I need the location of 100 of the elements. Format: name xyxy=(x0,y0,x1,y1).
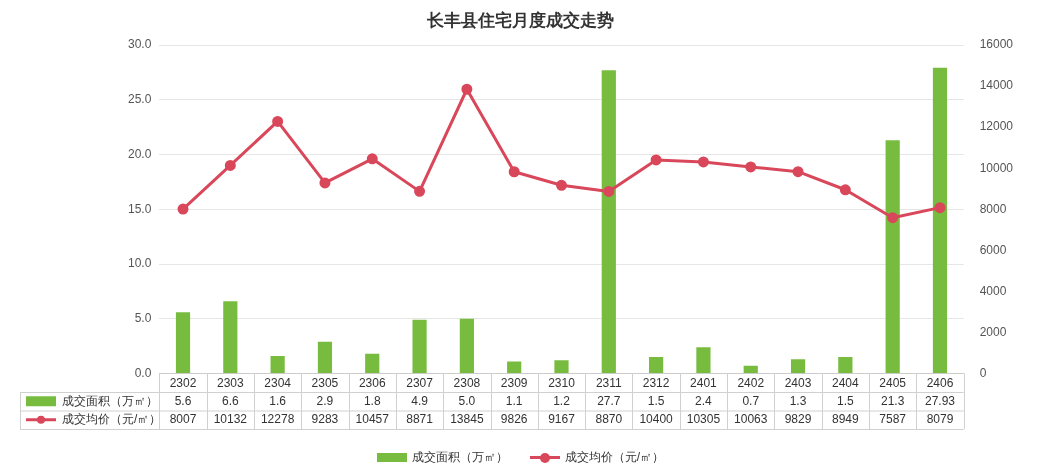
data-label: 7587 xyxy=(879,412,907,427)
data-label: 10132 xyxy=(213,412,248,427)
x-tick-label: 2303 xyxy=(216,376,244,391)
y2-tick-label: 6000 xyxy=(979,242,1007,257)
text: 成交面积（万㎡） xyxy=(411,450,508,464)
data-label: 27.7 xyxy=(597,393,621,408)
bar xyxy=(932,67,948,373)
x-tick-label: 2312 xyxy=(642,376,670,391)
x-tick-label: 2306 xyxy=(358,376,386,391)
x-tick-label: 2403 xyxy=(784,376,812,391)
data-label: 1.3 xyxy=(789,393,807,408)
point xyxy=(555,179,567,191)
y2-tick-label: 0 xyxy=(979,365,987,380)
data-label: 1.8 xyxy=(363,393,381,408)
data-label: 9829 xyxy=(784,412,812,427)
x-tick-label: 2308 xyxy=(453,376,481,391)
y-tick-label: 20.0 xyxy=(128,146,152,161)
y-tick-label: 10.0 xyxy=(128,256,152,271)
x-tick-label: 2311 xyxy=(595,376,623,391)
y-tick-label: 0.0 xyxy=(134,365,152,380)
bar xyxy=(743,365,758,373)
bar xyxy=(554,360,569,373)
text: 成交均价（元/㎡） xyxy=(564,450,665,464)
data-label: 5.0 xyxy=(458,393,476,408)
x-tick-label: 2404 xyxy=(832,376,860,391)
data-label: 1.2 xyxy=(553,393,571,408)
data-label: 8871 xyxy=(406,412,434,427)
data-label: 2.4 xyxy=(695,393,713,408)
x-tick-label: 2406 xyxy=(926,376,954,391)
data-label: 27.93 xyxy=(924,393,956,408)
data-label: 2.9 xyxy=(316,393,334,408)
data-label: 1.5 xyxy=(647,393,665,408)
data-label: 10063 xyxy=(734,412,768,427)
data-label: 10457 xyxy=(355,412,390,427)
data-label: 8079 xyxy=(926,412,954,427)
y2-tick-label: 4000 xyxy=(979,283,1007,298)
x-tick-label: 2305 xyxy=(311,376,339,391)
data-label: 1.5 xyxy=(837,393,855,408)
y2-tick-label: 12000 xyxy=(979,119,1014,134)
data-label: 0.7 xyxy=(742,393,760,408)
point xyxy=(887,212,899,224)
point xyxy=(366,153,378,165)
x-tick-label: 2307 xyxy=(406,376,434,391)
point xyxy=(272,115,284,127)
point xyxy=(745,161,757,173)
data-label: 10400 xyxy=(639,412,674,427)
x-tick-label: 2402 xyxy=(737,376,765,391)
y-tick-label: 15.0 xyxy=(128,201,152,216)
data-label: 21.3 xyxy=(880,393,905,408)
legend-label: 成交均价（元/㎡） xyxy=(62,412,162,427)
data-label: 4.9 xyxy=(411,393,429,408)
legend-label: 成交面积（万㎡） xyxy=(62,393,158,408)
data-label: 6.6 xyxy=(221,393,239,408)
point xyxy=(508,166,520,178)
y2-tick-label: 16000 xyxy=(979,37,1014,52)
bar xyxy=(885,140,900,373)
point xyxy=(319,177,331,189)
bar xyxy=(175,312,191,373)
y2-tick-label: 2000 xyxy=(979,324,1007,339)
point xyxy=(224,159,236,171)
data-label: 13845 xyxy=(450,412,484,427)
y2-tick-label: 14000 xyxy=(979,78,1014,93)
data-label: 8870 xyxy=(595,412,623,427)
y-tick-label: 25.0 xyxy=(128,92,152,107)
data-label: 5.6 xyxy=(174,393,192,408)
bar xyxy=(507,361,522,373)
bar xyxy=(365,353,380,373)
data-label: 12278 xyxy=(260,412,295,427)
point xyxy=(650,154,662,166)
point xyxy=(603,185,615,197)
bar xyxy=(270,355,285,373)
point xyxy=(697,156,709,168)
y2-tick-label: 10000 xyxy=(979,160,1014,175)
bar xyxy=(459,318,474,373)
chart-title: 长丰县住宅月度成交走势 xyxy=(426,10,614,30)
point xyxy=(461,83,473,95)
bar xyxy=(696,347,711,373)
data-label: 9826 xyxy=(500,412,528,427)
bar xyxy=(412,319,427,373)
bar xyxy=(649,357,664,373)
bar xyxy=(317,341,333,373)
bar xyxy=(838,357,853,373)
x-tick-label: 2304 xyxy=(264,376,292,391)
point xyxy=(177,203,189,215)
data-label: 1.6 xyxy=(269,393,287,408)
x-tick-label: 2310 xyxy=(548,376,576,391)
x-tick-label: 2401 xyxy=(690,376,718,391)
point xyxy=(414,185,426,197)
point xyxy=(792,166,804,178)
bar xyxy=(223,301,238,373)
y-tick-label: 5.0 xyxy=(134,311,152,326)
y-tick-label: 30.0 xyxy=(128,37,152,52)
point xyxy=(839,184,851,196)
x-tick-label: 2302 xyxy=(169,376,197,391)
y2-tick-label: 8000 xyxy=(979,201,1007,216)
bar xyxy=(601,70,616,373)
data-label: 8007 xyxy=(169,412,197,427)
data-label: 9167 xyxy=(548,412,576,427)
data-label: 8949 xyxy=(832,412,860,427)
bar xyxy=(790,359,806,373)
